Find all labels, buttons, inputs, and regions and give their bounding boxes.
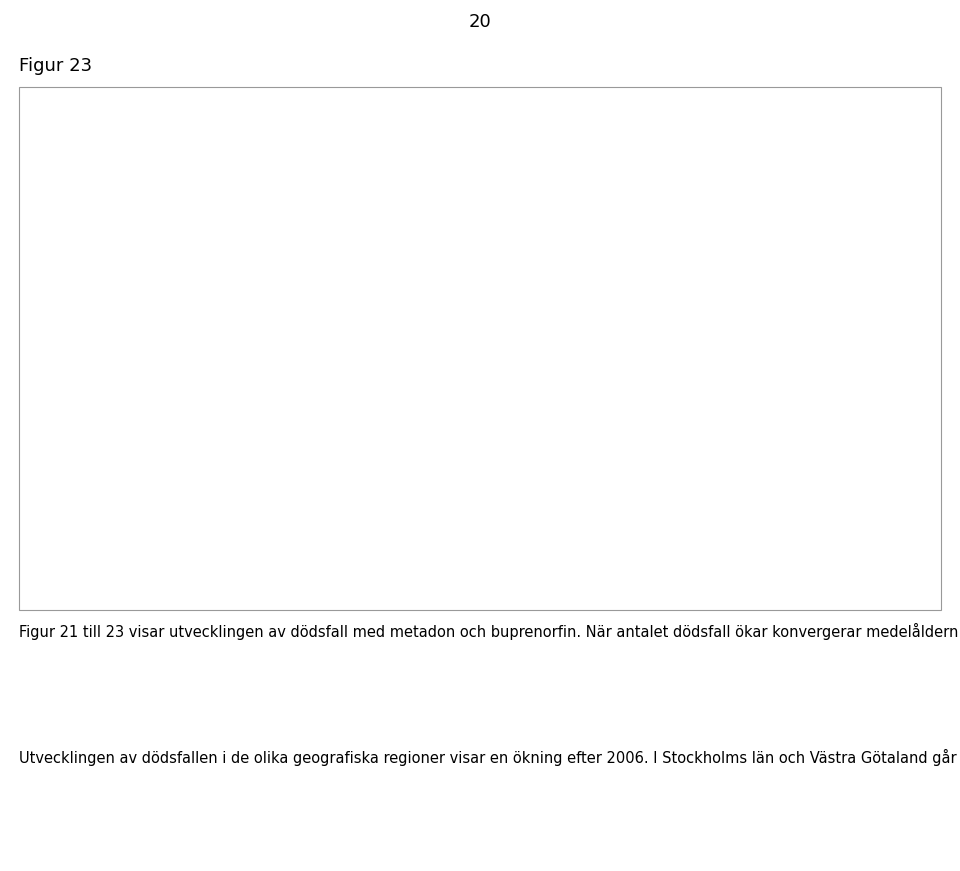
Text: Utvecklingen av dödsfallen i de olika geografiska regioner visar en ökning efter: Utvecklingen av dödsfallen i de olika ge… [19, 749, 960, 766]
Text: Figur 23: Figur 23 [19, 57, 92, 75]
Text: Figur 21 till 23 visar utvecklingen av dödsfall med metadon och buprenorfin. När: Figur 21 till 23 visar utvecklingen av d… [19, 623, 960, 640]
Legend: Stockholms län, Skåne län, Västra Götaland, Övriga Svealand, Övriga Götaland, No: Stockholms län, Skåne län, Västra Götala… [242, 564, 756, 614]
Text: 20: 20 [468, 13, 492, 31]
Title: Dödsfall relaterade till metadon och buprenorfin 15-74 år per
100.000 invånare 1: Dödsfall relaterade till metadon och bup… [210, 287, 788, 350]
